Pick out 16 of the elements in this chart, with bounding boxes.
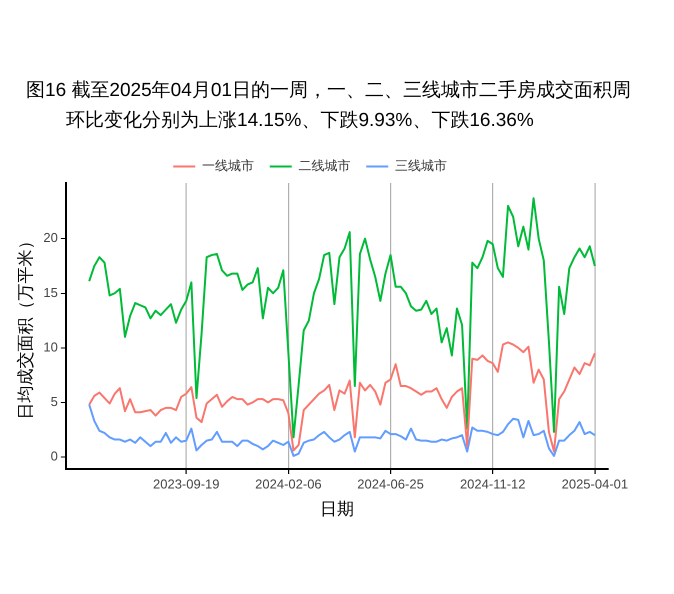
x-tick-label: 2024-06-25 bbox=[357, 476, 424, 492]
x-tick-label: 2025-04-01 bbox=[562, 476, 628, 492]
y-tick-label: 20 bbox=[43, 230, 58, 246]
legend-label: 二线城市 bbox=[298, 158, 350, 174]
y-tick-label: 0 bbox=[50, 448, 58, 464]
y-tick-label: 15 bbox=[43, 284, 58, 300]
x-tick-label: 2023-09-19 bbox=[153, 476, 220, 492]
x-tick-label: 2024-02-06 bbox=[255, 476, 322, 492]
x-axis-title: 日期 bbox=[320, 499, 354, 518]
y-tick-label: 10 bbox=[43, 339, 58, 354]
y-tick-label: 5 bbox=[50, 394, 58, 409]
x-tick-label: 2024-11-12 bbox=[460, 476, 526, 492]
legend-label: 一线城市 bbox=[202, 158, 254, 174]
legend-label: 三线城市 bbox=[394, 158, 447, 174]
chart-title: 图16 截至2025年04月01日的一周，一、二、三线城市二手房成交面积周环比变化分别为上涨14.15%、下跌9.93%、下跌16.36% bbox=[25, 79, 632, 133]
y-axis-title: 日均成交面积（万平米） bbox=[16, 232, 35, 420]
